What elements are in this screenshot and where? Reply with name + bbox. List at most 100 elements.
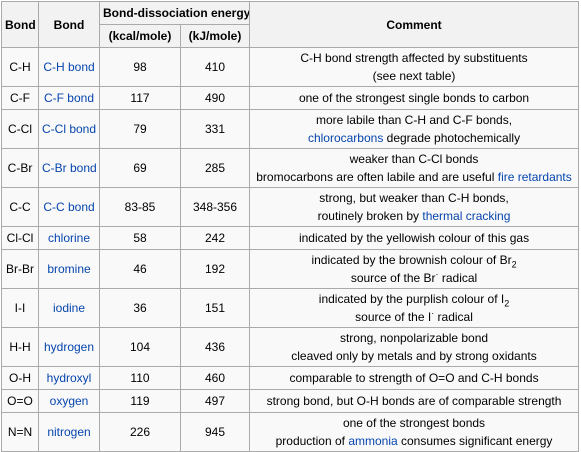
kj-cell: 460 (179, 366, 251, 390)
kcal-cell: 119 (99, 389, 181, 413)
kj-cell: 497 (179, 389, 251, 413)
bond-cell: H-H (1, 327, 39, 367)
header-kcal: (kcal/mole) (99, 24, 181, 48)
bond-cell: C-H (1, 47, 39, 87)
bond-cell: C-Cl (1, 109, 39, 149)
comment-line-2-before: bromocarbons are often labile and are us… (256, 170, 498, 184)
kcal-cell: 46 (99, 249, 181, 289)
table-row: O-H hydroxyl 110 460 comparable to stren… (1, 366, 580, 390)
bond-cell: I-I (1, 288, 39, 328)
comment-line-2-after: radical (434, 310, 473, 324)
comment-line-2: cleaved only by metals and by strong oxi… (291, 349, 537, 363)
superscript: · (435, 269, 439, 279)
table-row: I-I iodine 36 151 indicated by the purpl… (1, 288, 580, 328)
comment-line-1: one of the strongest single bonds to car… (298, 91, 530, 105)
table-row: C-C C-C bond 83-85 348-356 strong, but w… (1, 187, 580, 227)
comment-line-2: (see next table) (372, 69, 456, 83)
bond-link[interactable]: oxygen (49, 394, 89, 408)
kcal-cell: 69 (99, 148, 181, 188)
comment-line-2-after: radical (438, 271, 478, 285)
fire-retardants-link[interactable]: fire retardants (497, 170, 572, 184)
header-kj: (kJ/mole) (179, 24, 251, 48)
kcal-cell: 110 (99, 366, 181, 390)
comment-line-1: strong bond, but O-H bonds are of compar… (266, 394, 562, 408)
comment-line-1: indicated by the yellowish colour of thi… (298, 231, 530, 245)
kcal-cell: 83-85 (99, 187, 181, 227)
bond-cell: C-Br (1, 148, 39, 188)
comment-line-2-after: degrade photochemically (383, 131, 521, 145)
bond-cell: O-H (1, 366, 39, 390)
comment-cell: indicated by the brownish colour of Br2 … (249, 249, 580, 289)
table-row: C-Br C-Br bond 69 285 weaker than C-Cl b… (1, 148, 580, 188)
thermal-cracking-link[interactable]: thermal cracking (422, 209, 511, 223)
comment-cell: comparable to strength of O=O and C-H bo… (249, 366, 580, 390)
comment-line-1: strong, nonpolarizable bond (339, 331, 489, 345)
bond-link[interactable]: iodine (52, 301, 86, 315)
bond-link[interactable]: C-Cl bond (42, 122, 97, 136)
comment-line-1: comparable to strength of O=O and C-H bo… (289, 371, 539, 385)
table-row: O=O oxygen 119 497 strong bond, but O-H … (1, 389, 580, 413)
table-row: Br-Br bromine 46 192 indicated by the br… (1, 249, 580, 289)
bond-link[interactable]: bromine (47, 262, 91, 276)
comment-cell: one of the strongest single bonds to car… (249, 86, 580, 110)
kcal-cell: 117 (99, 86, 181, 110)
bond-cell: O=O (1, 389, 39, 413)
bond-cell: C-F (1, 86, 39, 110)
kcal-cell: 58 (99, 226, 181, 250)
header-bond-link: Bond (38, 1, 100, 48)
header-bond: Bond (1, 1, 39, 48)
kcal-cell: 79 (99, 109, 181, 149)
comment-cell: strong, but weaker than C-H bonds, routi… (249, 187, 580, 227)
comment-line-1: C-H bond strength affected by substituen… (300, 51, 528, 65)
bond-cell: Br-Br (1, 249, 39, 289)
table-row: H-H hydrogen 104 436 strong, nonpolariza… (1, 327, 580, 367)
comment-cell: more labile than C-H and C-F bonds, chlo… (249, 109, 580, 149)
comment-line-1-before: indicated by the brownish colour of Br (311, 253, 512, 267)
table-row: C-H C-H bond 98 410 C-H bond strength af… (1, 47, 580, 87)
table-row: N=N nitrogen 226 945 one of the stronges… (1, 412, 580, 452)
kcal-cell: 226 (99, 412, 181, 452)
subscript: 2 (504, 298, 510, 309)
bond-cell: N=N (1, 412, 39, 452)
kj-cell: 945 (179, 412, 251, 452)
comment-cell: one of the strongest bonds production of… (249, 412, 580, 452)
comment-line-1-before: indicated by the purplish colour of I (318, 292, 505, 306)
bond-link[interactable]: C-H bond (43, 60, 95, 74)
table-row: C-F C-F bond 117 490 one of the stronges… (1, 86, 580, 110)
kj-cell: 331 (179, 109, 251, 149)
comment-line-1: one of the strongest bonds (342, 416, 486, 430)
comment-line-2-before: production of (275, 434, 349, 448)
chlorocarbons-link[interactable]: chlorocarbons (307, 131, 384, 145)
kj-cell: 151 (179, 288, 251, 328)
kj-cell: 436 (179, 327, 251, 367)
ammonia-link[interactable]: ammonia (348, 434, 398, 448)
bond-link[interactable]: C-Br bond (42, 161, 97, 175)
kcal-cell: 104 (99, 327, 181, 367)
bond-cell: Cl-Cl (1, 226, 39, 250)
comment-cell: weaker than C-Cl bonds bromocarbons are … (249, 148, 580, 188)
subscript: 2 (511, 259, 517, 270)
comment-line-1: strong, but weaker than C-H bonds, (319, 191, 509, 205)
superscript: · (431, 308, 435, 318)
bond-link[interactable]: hydroxyl (46, 371, 92, 385)
kcal-cell: 98 (99, 47, 181, 87)
kj-cell: 348-356 (179, 187, 251, 227)
comment-line-2-before: source of the Br (350, 271, 436, 285)
bond-link[interactable]: C-C bond (43, 200, 95, 214)
comment-line-2-before: source of the I (355, 310, 432, 324)
comment-cell: strong, nonpolarizable bond cleaved only… (249, 327, 580, 367)
kj-cell: 410 (179, 47, 251, 87)
comment-line-1: weaker than C-Cl bonds (349, 152, 479, 166)
bond-link[interactable]: hydrogen (43, 340, 95, 354)
table-row: Cl-Cl chlorine 58 242 indicated by the y… (1, 226, 580, 250)
comment-cell: strong bond, but O-H bonds are of compar… (249, 389, 580, 413)
bond-link[interactable]: C-F bond (43, 91, 95, 105)
bond-link[interactable]: chlorine (47, 231, 91, 245)
kj-cell: 285 (179, 148, 251, 188)
comment-line-1: more labile than C-H and C-F bonds, (315, 113, 513, 127)
header-comment: Comment (249, 1, 580, 48)
kcal-cell: 36 (99, 288, 181, 328)
bond-link[interactable]: nitrogen (47, 425, 91, 439)
kj-cell: 242 (179, 226, 251, 250)
